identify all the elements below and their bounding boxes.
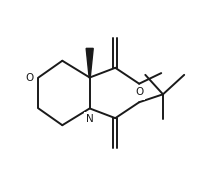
Text: N: N [86,114,93,124]
Text: O: O [135,88,143,98]
Text: O: O [135,87,143,98]
Text: O: O [26,72,34,83]
Polygon shape [86,48,93,78]
